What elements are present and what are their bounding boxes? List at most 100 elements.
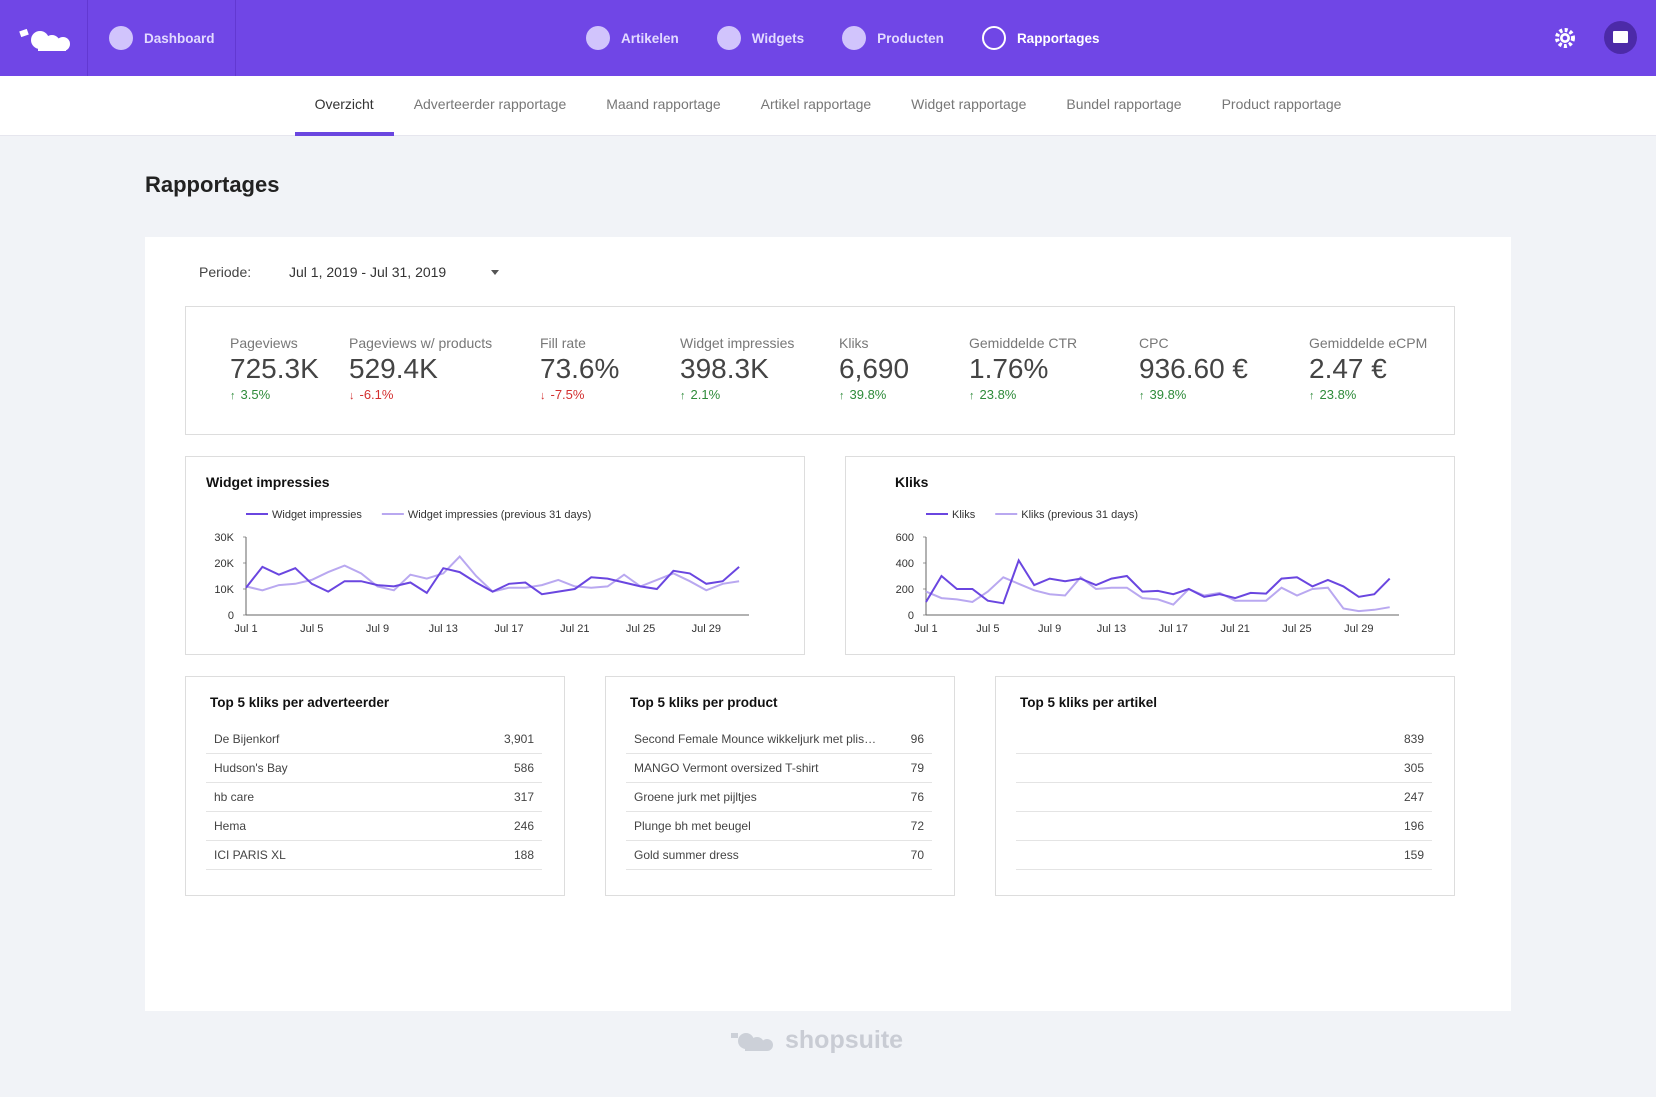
tab[interactable]: Maand rapportage bbox=[606, 96, 721, 112]
dropdown-caret bbox=[491, 270, 499, 275]
row-value: 247 bbox=[1403, 790, 1424, 804]
kpi-label: CPC bbox=[1139, 335, 1169, 351]
line-chart: Widget impressies Widget impressies Widget… bbox=[206, 474, 749, 635]
tab[interactable]: Artikel rapportage bbox=[760, 96, 872, 112]
legend-label: Kliks bbox=[952, 509, 976, 521]
chart-card: Widget impressies Widget impressies Widget… bbox=[185, 456, 805, 655]
nav-icon bbox=[586, 26, 610, 50]
kpi-change: 39.8% bbox=[1149, 387, 1187, 402]
trend-arrow: ↑ bbox=[1139, 390, 1145, 402]
x-tick-label: Jul 1 bbox=[234, 623, 257, 635]
row-value: 76 bbox=[910, 790, 924, 804]
nav-label: Artikelen bbox=[621, 30, 679, 46]
sub-tabs: Overzicht Adverteerder rapportage Maand ra… bbox=[0, 76, 1656, 136]
nav-item[interactable]: Producten bbox=[842, 24, 944, 52]
x-tick-label: Jul 21 bbox=[560, 623, 589, 635]
kpi: Kliks 6,690 ↑ 39.8% bbox=[839, 335, 909, 402]
footer-brand: shopsuite bbox=[785, 1026, 904, 1054]
x-tick-label: Jul 5 bbox=[976, 623, 999, 635]
nav-icon bbox=[716, 26, 741, 50]
row-value: 305 bbox=[1403, 761, 1424, 775]
x-tick-label: Jul 1 bbox=[914, 623, 937, 635]
trend-arrow: ↑ bbox=[230, 390, 236, 402]
period-select[interactable]: Jul 1, 2019 - Jul 31, 2019 bbox=[289, 264, 499, 280]
row-value: 79 bbox=[910, 761, 924, 775]
kpi-label: Pageviews w/ products bbox=[349, 335, 493, 351]
y-tick-label: 600 bbox=[896, 532, 914, 544]
top-nav: Dashboard Artikelen Widgets Producten Rappo… bbox=[0, 0, 1656, 76]
settings-icon[interactable] bbox=[1553, 26, 1577, 50]
nav-label: Rapportages bbox=[1016, 30, 1100, 46]
row-value: 317 bbox=[513, 790, 534, 804]
y-tick-label: 0 bbox=[228, 610, 234, 622]
nav-icon bbox=[981, 26, 1006, 50]
table-title: Top 5 kliks per adverteerder bbox=[210, 695, 390, 710]
table-row: 196 bbox=[1016, 812, 1432, 841]
kpi-value: 725.3K bbox=[230, 353, 319, 384]
divider bbox=[235, 0, 236, 76]
row-value: 70 bbox=[910, 848, 924, 862]
table-title: Top 5 kliks per artikel bbox=[1020, 695, 1158, 710]
kpi-change-row: ↓ -7.5% bbox=[540, 387, 619, 402]
nav-label: Dashboard bbox=[144, 30, 215, 46]
kpi-change-row: ↑ 39.8% bbox=[839, 387, 909, 402]
trend-arrow: ↑ bbox=[680, 390, 686, 402]
table-row: Groene jurk met pijltjes 76 bbox=[626, 783, 932, 812]
table-card: Top 5 kliks per product Second Female Mou… bbox=[605, 676, 955, 896]
kpi-value: 529.4K bbox=[349, 353, 438, 384]
period-value: Jul 1, 2019 - Jul 31, 2019 bbox=[289, 264, 447, 280]
kpi-label: Kliks bbox=[839, 335, 869, 351]
tab[interactable]: Adverteerder rapportage bbox=[413, 96, 567, 112]
footer-logo: shopsuite bbox=[729, 1026, 903, 1055]
period-label: Periode: bbox=[199, 264, 252, 280]
kpi-label: Gemiddelde eCPM bbox=[1309, 335, 1428, 351]
tab[interactable]: Bundel rapportage bbox=[1066, 96, 1182, 112]
kpi-label: Pageviews bbox=[230, 335, 298, 351]
tab[interactable]: Product rapportage bbox=[1221, 96, 1342, 112]
table-title: Top 5 kliks per product bbox=[630, 695, 778, 710]
line-series bbox=[245, 555, 740, 593]
nav-item[interactable]: Rapportages bbox=[981, 24, 1100, 52]
kpi-label: Fill rate bbox=[540, 335, 586, 351]
y-tick-label: 200 bbox=[896, 584, 914, 596]
row-value: 3,901 bbox=[503, 732, 534, 746]
logo bbox=[19, 28, 70, 51]
row-name: MANGO Vermont oversized T-shirt bbox=[634, 761, 819, 775]
kpi-change: 39.8% bbox=[849, 387, 887, 402]
kpi: Pageviews 725.3K ↑ 3.5% bbox=[230, 335, 319, 402]
kpi-change-row: ↑ 2.1% bbox=[680, 387, 794, 402]
table-card: Top 5 kliks per artikel 839 305 247 196 159 bbox=[995, 676, 1455, 896]
table-row: Second Female Mounce wikkeljurk met plis… bbox=[626, 725, 932, 754]
x-tick-label: Jul 9 bbox=[1038, 623, 1061, 635]
table-row: 159 bbox=[1016, 841, 1432, 870]
footer-icon bbox=[731, 1032, 773, 1051]
row-value: 839 bbox=[1403, 732, 1424, 746]
kpi-change-row: ↑ 39.8% bbox=[1139, 387, 1248, 402]
line-chart: Kliks Kliks Kliks (previous 31 days) 0 200 40… bbox=[895, 474, 1399, 635]
kpi-value: 1.76% bbox=[969, 353, 1049, 384]
row-value: 96 bbox=[910, 732, 924, 746]
nav-item[interactable]: Widgets bbox=[716, 24, 804, 52]
nav-item[interactable]: Artikelen bbox=[586, 24, 679, 52]
avatar[interactable] bbox=[1604, 21, 1637, 54]
trend-arrow: ↓ bbox=[349, 390, 355, 402]
kpi-label: Widget impressies bbox=[680, 335, 795, 351]
line-series bbox=[925, 575, 1390, 613]
kpi-value: 398.3K bbox=[680, 353, 769, 384]
nav-dashboard[interactable]: Dashboard bbox=[109, 24, 215, 52]
tab[interactable]: Overzicht bbox=[294, 76, 394, 136]
x-tick-label: Jul 29 bbox=[1344, 623, 1373, 635]
table-row: De Bijenkorf 3,901 bbox=[206, 725, 542, 754]
kpi-label: Gemiddelde CTR bbox=[969, 335, 1078, 351]
row-name: Gold summer dress bbox=[634, 848, 739, 862]
trend-arrow: ↑ bbox=[839, 390, 845, 402]
chart-title: Kliks bbox=[895, 474, 929, 490]
kpi-change-row: ↓ -6.1% bbox=[349, 387, 492, 402]
tab[interactable]: Widget rapportage bbox=[911, 96, 1027, 112]
chart-card: Kliks Kliks Kliks (previous 31 days) 0 200 40… bbox=[845, 456, 1455, 655]
line-series bbox=[245, 565, 740, 596]
x-tick-label: Jul 25 bbox=[1282, 623, 1311, 635]
x-tick-label: Jul 25 bbox=[626, 623, 655, 635]
kpi-change: -7.5% bbox=[550, 387, 585, 402]
kpi-change-row: ↑ 23.8% bbox=[969, 387, 1077, 402]
